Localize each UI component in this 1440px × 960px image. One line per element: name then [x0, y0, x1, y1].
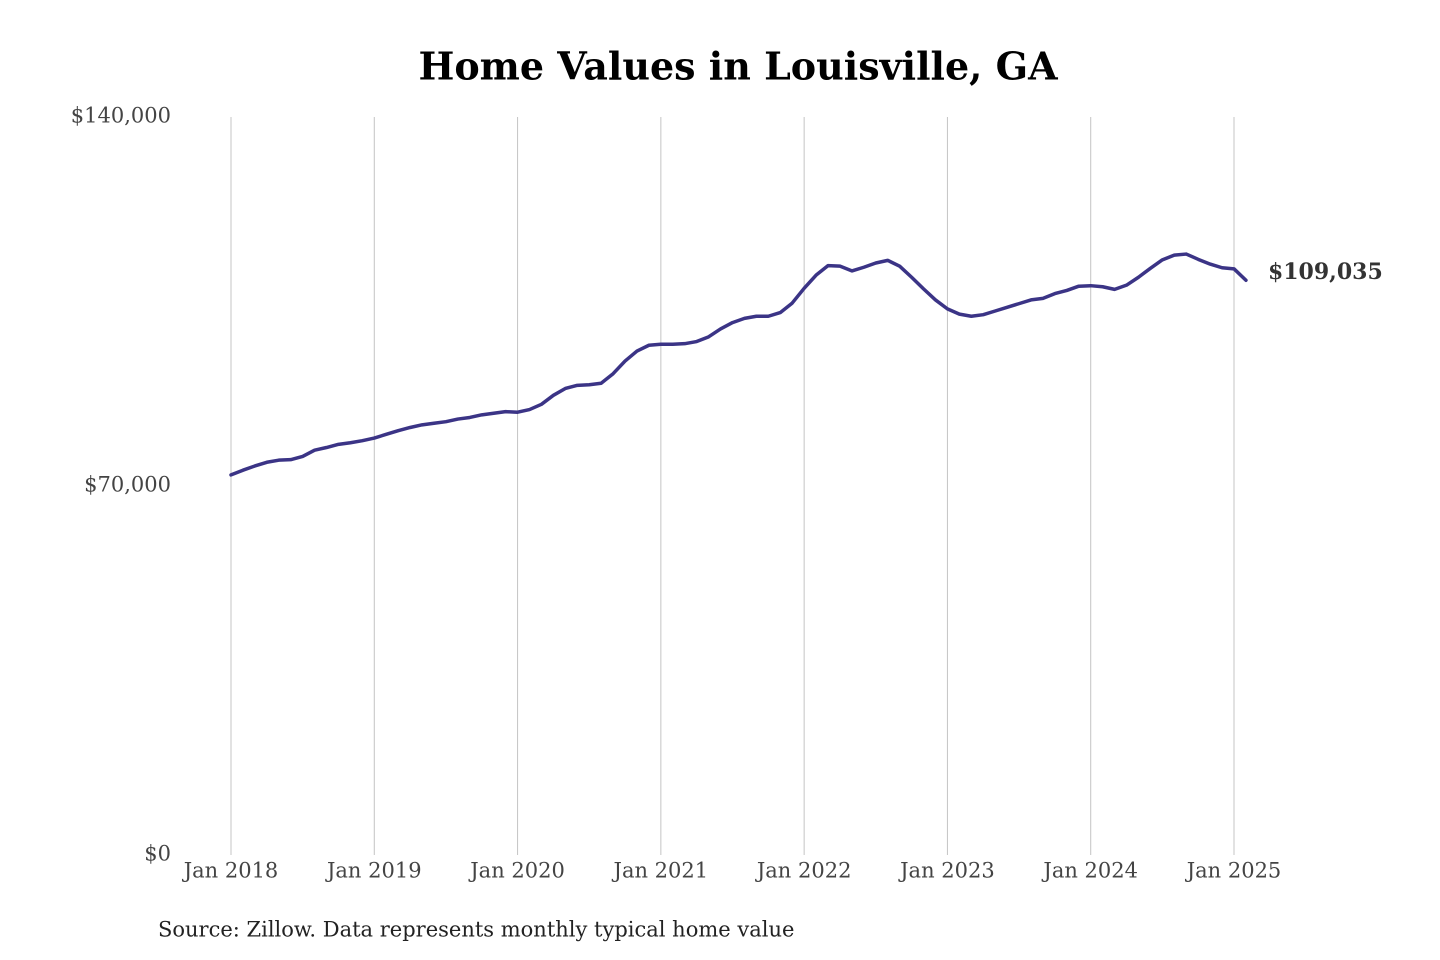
x-tick-label: Jan 2024	[1041, 859, 1138, 883]
chart-title: Home Values in Louisville, GA	[418, 44, 1058, 89]
y-tick-label: $0	[144, 842, 171, 866]
end-value-label: $109,035	[1268, 259, 1383, 285]
data-line	[229, 252, 1248, 477]
y-tick-label: $140,000	[71, 104, 171, 128]
x-tick-label: Jan 2020	[468, 859, 565, 883]
x-tick-label: Jan 2019	[325, 859, 422, 883]
x-tick-label: Jan 2023	[898, 859, 995, 883]
source-note: Source: Zillow. Data represents monthly …	[158, 918, 794, 942]
x-tick-label: Jan 2021	[612, 859, 709, 883]
x-tick-label: Jan 2025	[1185, 859, 1282, 883]
x-tick-label: Jan 2022	[755, 859, 852, 883]
y-tick-label: $70,000	[84, 473, 171, 497]
x-tick-label: Jan 2018	[182, 859, 279, 883]
